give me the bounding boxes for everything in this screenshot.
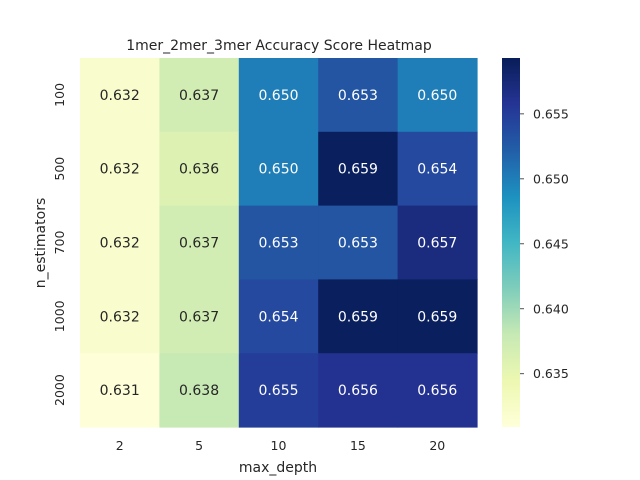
heatmap-cell-label: 0.632 xyxy=(100,309,140,325)
heatmap-cell-label: 0.656 xyxy=(338,383,378,399)
heatmap-cell xyxy=(318,58,399,133)
heatmap-cell-label: 0.659 xyxy=(417,309,457,325)
heatmap-cell xyxy=(318,353,399,428)
y-tick-label: 2000 xyxy=(52,374,67,406)
heatmap-cell-label: 0.631 xyxy=(100,383,140,399)
heatmap-cell xyxy=(238,279,319,354)
heatmap-cell xyxy=(397,353,478,428)
x-tick-label: 2 xyxy=(116,438,124,453)
heatmap-cell-label: 0.638 xyxy=(179,383,219,399)
heatmap-cell xyxy=(318,205,399,280)
heatmap-cell xyxy=(238,205,319,280)
heatmap-cells xyxy=(80,58,478,428)
heatmap-cell xyxy=(159,205,240,280)
x-tick-label: 15 xyxy=(350,438,366,453)
heatmap-cell-label: 0.654 xyxy=(258,309,298,325)
heatmap-cell xyxy=(80,279,160,354)
heatmap-cell xyxy=(397,205,478,280)
heatmap-cell xyxy=(238,58,319,133)
x-tick-label: 10 xyxy=(271,438,287,453)
colorbar-tick-label: 0.645 xyxy=(533,236,569,251)
heatmap-cell xyxy=(397,131,478,207)
heatmap-cell-label: 0.659 xyxy=(338,309,378,325)
heatmap-cell-label: 0.654 xyxy=(417,162,457,178)
colorbar-ticks: 0.635 0.640 0.645 0.650 0.655 xyxy=(520,106,569,381)
heatmap-cell-label: 0.657 xyxy=(417,236,457,252)
heatmap-cell-label: 0.653 xyxy=(338,236,378,252)
heatmap-cell xyxy=(159,353,240,428)
colorbar-tick-label: 0.640 xyxy=(533,301,569,316)
heatmap-cell xyxy=(397,279,478,354)
heatmap-cell-label: 0.650 xyxy=(417,88,457,104)
chart-title: 1mer_2mer_3mer Accuracy Score Heatmap xyxy=(126,38,432,54)
heatmap-cell xyxy=(80,131,160,207)
y-tick-label: 1000 xyxy=(52,300,67,332)
heatmap-cell xyxy=(159,279,240,354)
heatmap-cell-label: 0.637 xyxy=(179,88,219,104)
colorbar xyxy=(502,58,520,427)
heatmap-cell xyxy=(80,205,160,280)
heatmap-cell-label: 0.632 xyxy=(100,162,140,178)
colorbar-tick-label: 0.655 xyxy=(533,106,569,121)
x-axis-ticks: 2 5 10 15 20 xyxy=(116,438,446,453)
y-axis-ticks: 100 500 700 1000 2000 xyxy=(52,83,67,406)
heatmap-cell-label: 0.650 xyxy=(258,88,298,104)
heatmap-cell-label: 0.637 xyxy=(179,309,219,325)
heatmap-cell xyxy=(397,58,478,133)
heatmap-cell-label: 0.659 xyxy=(338,162,378,178)
heatmap-cell-label: 0.650 xyxy=(258,162,298,178)
heatmap-cell xyxy=(159,58,240,133)
heatmap-cell xyxy=(238,131,319,207)
heatmap-cell-label: 0.632 xyxy=(100,236,140,252)
y-axis-label: n_estimators xyxy=(33,198,49,288)
x-axis-label: max_depth xyxy=(239,460,317,476)
heatmap-cell xyxy=(80,353,160,428)
heatmap-cell xyxy=(238,353,319,428)
x-tick-label: 20 xyxy=(429,438,445,453)
colorbar-tick-label: 0.635 xyxy=(533,366,569,381)
colorbar-tick-label: 0.650 xyxy=(533,171,569,186)
y-tick-label: 100 xyxy=(52,83,67,107)
y-tick-label: 700 xyxy=(52,231,67,255)
x-tick-label: 5 xyxy=(195,438,203,453)
heatmap-cell-label: 0.632 xyxy=(100,88,140,104)
heatmap-cell-label: 0.637 xyxy=(179,236,219,252)
heatmap-cell-label: 0.653 xyxy=(258,236,298,252)
heatmap-cell-labels: 0.632 0.637 0.650 0.653 0.650 0.632 0.636 0.650… xyxy=(100,88,458,399)
heatmap-cell xyxy=(318,131,399,207)
heatmap-cell-label: 0.653 xyxy=(338,88,378,104)
y-tick-label: 500 xyxy=(52,157,67,181)
heatmap-cell-label: 0.655 xyxy=(258,383,298,399)
heatmap-cell-label: 0.636 xyxy=(179,162,219,178)
heatmap-cell xyxy=(159,131,240,207)
heatmap-cell-label: 0.656 xyxy=(417,383,457,399)
heatmap-cell xyxy=(80,58,160,133)
heatmap-cell xyxy=(318,279,399,354)
